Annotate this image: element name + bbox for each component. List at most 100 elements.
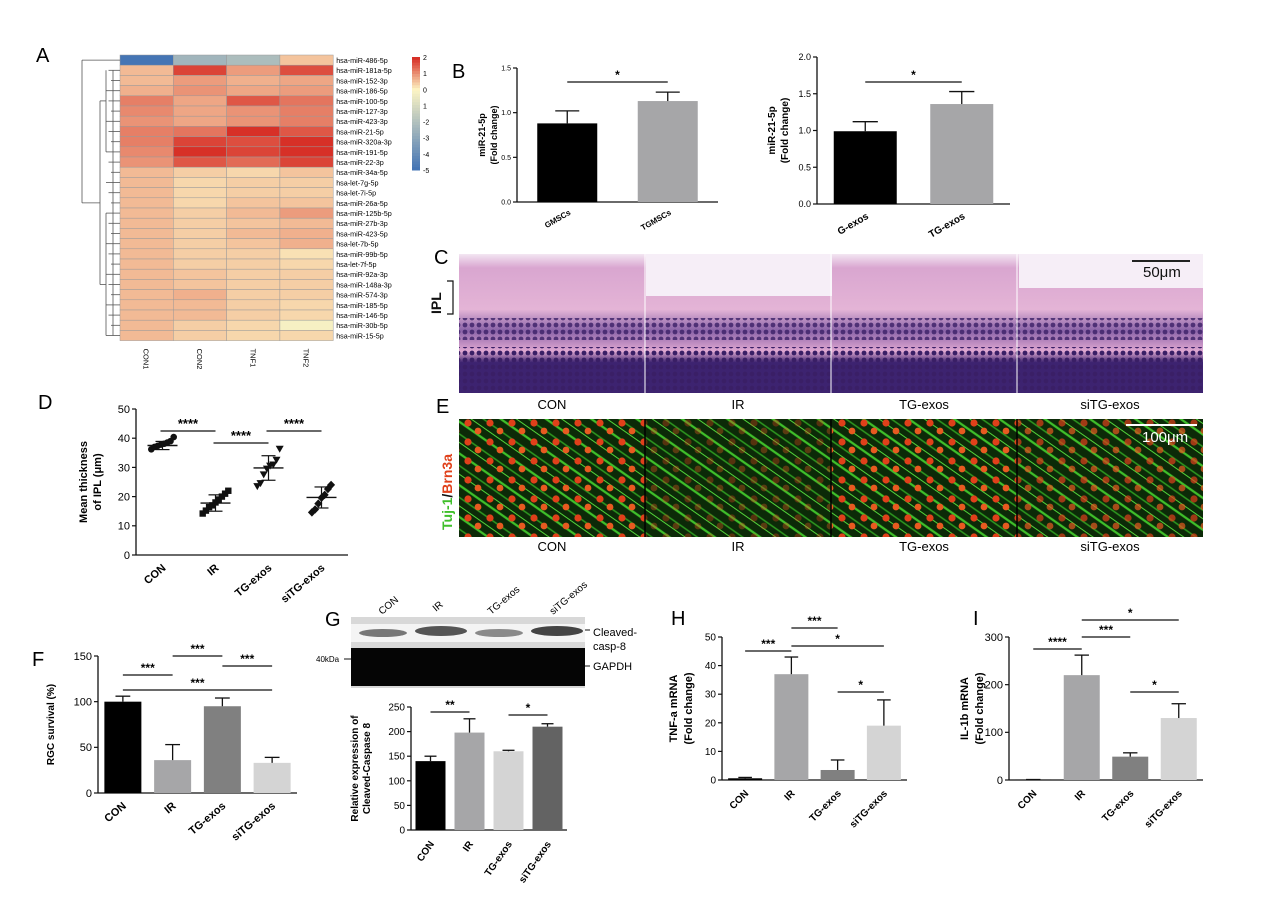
heatmap-cell [226, 319, 281, 331]
heatmap-cell [226, 330, 281, 341]
heatmap-row-label: hsa-miR-574-3p [336, 291, 388, 300]
b2-y-tick-label: 1.0 [798, 126, 811, 136]
heatmap-cell [173, 309, 227, 321]
f-y-tick-label: 0 [86, 788, 92, 800]
scale-tick-label: -3 [423, 136, 429, 143]
heatmap-cell [279, 228, 334, 239]
g-y-label: Relative expression of [350, 715, 361, 822]
scale-swatch [412, 71, 420, 75]
heatmap-cell [226, 105, 281, 117]
d-y-label-2: of IPL (μm) [92, 453, 104, 511]
heatmap-cell [119, 330, 174, 341]
heatmap-cell [226, 156, 281, 168]
e-stain-slash: / [439, 494, 455, 498]
heatmap-cell [279, 268, 334, 280]
heatmap-cell [173, 146, 227, 158]
scale-swatch [412, 138, 420, 143]
i-y-label-2: (Fold change) [974, 672, 986, 744]
ipl-bracket [447, 280, 454, 315]
d-category-label: CON [142, 562, 168, 587]
g-category-label: siTG-exos [517, 839, 554, 885]
f-bar [104, 701, 142, 793]
panel-letter-g: G [325, 609, 341, 631]
d-point [311, 505, 320, 514]
heatmap-cell [226, 64, 281, 76]
heatmap-cell [279, 177, 334, 188]
heatmap-row-label: hsa-miR-146-5p [336, 311, 388, 320]
heatmap-cell [279, 217, 334, 229]
chart-f: 0 50 100 150 RGC survival (%) CON IR TG-exos siT… [46, 642, 297, 843]
f-bar [203, 706, 241, 793]
b2-category-label: G-exos [836, 211, 871, 238]
d-category-label: siTG-exos [279, 562, 327, 605]
g-bar [415, 761, 446, 830]
heatmap-cell [173, 64, 227, 76]
d-point [269, 461, 278, 469]
heatmap-cell [279, 136, 334, 148]
band-casp8-sitgexos [531, 626, 583, 636]
western-blot: Cleaved- casp-8 GAPDH 40kDa CON IR TG-ex… [316, 580, 637, 688]
heatmap-cell [119, 54, 174, 66]
heatmap-cell [226, 309, 281, 321]
i-category-label: TG-exos [1100, 788, 1136, 824]
heatmap-cell [226, 279, 281, 290]
heatmap-cell [173, 289, 227, 301]
i-y-tick-label: 200 [985, 680, 1003, 692]
heatmap-cell [226, 146, 281, 158]
d-y-label: Mean thickness [78, 441, 90, 523]
scale-swatch [412, 102, 420, 106]
scale-swatch [412, 144, 420, 148]
d-sig-label: **** [178, 416, 199, 431]
heatmap-cell [226, 228, 281, 239]
heatmap-row-label: hsa-miR-99b-5p [336, 250, 388, 259]
scale-swatch [412, 65, 420, 69]
e-group-sitgexos: siTG-exos [1080, 539, 1140, 554]
chart-b1: 0.0 0.5 1.0 1.5 miR-21-5p (Fold change) GMSCs T… [477, 65, 718, 232]
d-y-tick-label: 40 [118, 433, 130, 445]
heatmap-cell [226, 299, 281, 311]
heatmap-cell [119, 166, 174, 178]
heatmap-row-label: hsa-let-7g-5p [336, 178, 378, 187]
heatmap-cell [279, 279, 334, 290]
scale-swatch [412, 127, 420, 131]
h-sig-label: *** [761, 637, 775, 651]
heatmap-row-label: hsa-miR-21-5p [336, 127, 384, 136]
h-category-label: CON [728, 788, 752, 812]
i-sig-label: *** [1099, 623, 1113, 637]
heatmap-cell [119, 258, 174, 270]
scale-tick-label: 2 [423, 55, 427, 62]
scale-swatch [412, 76, 420, 81]
f-y-tick-label: 50 [80, 742, 92, 754]
d-point [202, 507, 210, 514]
b1-y-tick-label: 1.0 [501, 110, 511, 117]
scale-tick-label: -5 [423, 168, 429, 175]
i-sig-label: * [1152, 678, 1157, 692]
f-y-tick-label: 150 [74, 651, 92, 663]
i-y-tick-label: 300 [985, 632, 1003, 644]
heatmap-row-label: hsa-miR-34a-5p [336, 168, 388, 177]
heatmap-row-label: hsa-miR-191-5p [336, 148, 388, 157]
heatmap-cell [173, 228, 227, 239]
heatmap-cell [226, 268, 281, 280]
scale-swatch [412, 147, 420, 151]
b1-bar [637, 101, 698, 202]
d-point [221, 490, 229, 497]
heatmap-row-label: hsa-miR-27b-3p [336, 219, 388, 228]
d-point [170, 433, 177, 441]
d-point [327, 480, 336, 490]
scale-swatch [412, 99, 420, 103]
he-tissue-gap-sitg [1019, 254, 1203, 288]
heatmap-row-label: hsa-miR-423-3p [336, 117, 388, 126]
d-sig-label: **** [284, 416, 305, 431]
band-casp8-ir [415, 626, 467, 636]
heatmap-column-label: TNF1 [248, 349, 257, 368]
heatmap-cell [279, 258, 334, 270]
heatmap-cell [119, 64, 174, 76]
heatmap-cell [119, 136, 174, 148]
i-bar [1063, 675, 1100, 780]
heatmap-cell [173, 258, 227, 270]
b2-y-label-2: (Fold change) [780, 98, 791, 164]
heatmap-cell [226, 54, 281, 66]
heatmap-cell [279, 85, 334, 97]
he-tissue-gap-ir [646, 254, 832, 296]
